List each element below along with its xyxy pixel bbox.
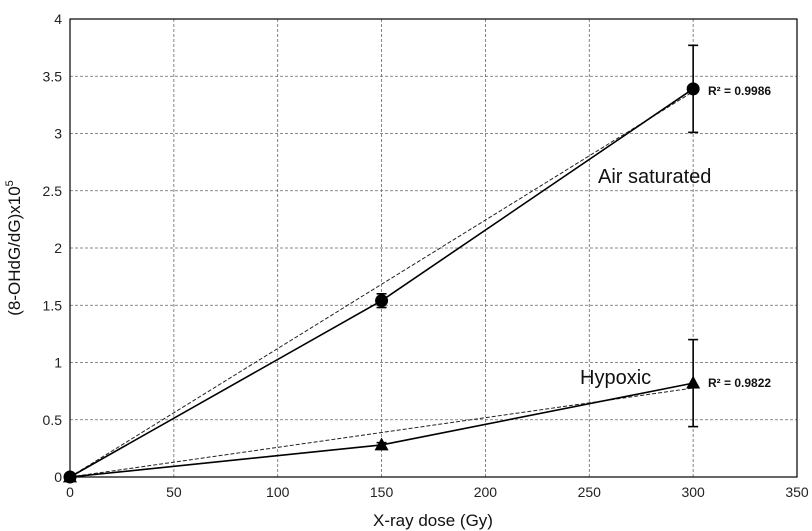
markers [63, 82, 701, 484]
series-label-hypoxic: Hypoxic [580, 367, 651, 389]
r2-label-air-saturated: R² = 0.9986 [708, 84, 771, 98]
trendlines [69, 91, 694, 478]
x-tick-label: 150 [370, 484, 394, 500]
x-tick-labels: 0 50 100 150 200 250 300 350 [66, 484, 809, 500]
y-tick-label: 1.5 [43, 297, 63, 313]
data-point-hypoxic [374, 437, 389, 451]
y-tick-label: 4 [54, 11, 62, 27]
series-label-air-saturated: Air saturated [598, 166, 711, 188]
y-tick-label: 2.5 [43, 183, 63, 199]
data-point-air-saturated [375, 294, 389, 308]
y-axis-title-superscript: 5 [4, 180, 16, 186]
y-axis-title-main: (8-OHdG/dG)x10 [5, 186, 24, 315]
grid [70, 19, 797, 477]
x-axis-title: X-ray dose (Gy) [373, 511, 493, 530]
y-tick-label: 0.5 [43, 412, 63, 428]
plot-frame [69, 18, 798, 478]
x-tick-label: 0 [66, 484, 74, 500]
r2-label-hypoxic: R² = 0.9822 [708, 376, 771, 390]
trendline-air-saturated [69, 91, 694, 478]
y-tick-labels: 0 0.5 1 1.5 2 2.5 3 3.5 4 [43, 11, 63, 485]
x-tick-label: 250 [578, 484, 602, 500]
y-tick-label: 3 [54, 126, 62, 142]
x-tick-label: 300 [681, 484, 705, 500]
x-tick-label: 350 [785, 484, 809, 500]
x-tick-label: 200 [474, 484, 498, 500]
x-tick-label: 100 [266, 484, 290, 500]
y-tick-label: 3.5 [43, 68, 63, 84]
y-tick-label: 1 [54, 355, 62, 371]
y-tick-label: 2 [54, 240, 62, 256]
trendline-hypoxic [69, 387, 694, 478]
data-point-hypoxic [686, 375, 701, 389]
y-tick-label: 0 [54, 469, 62, 485]
x-tick-label: 50 [166, 484, 182, 500]
y-axis-title: (8-OHdG/dG)x105 [4, 180, 24, 316]
data-point-air-saturated [686, 82, 700, 96]
